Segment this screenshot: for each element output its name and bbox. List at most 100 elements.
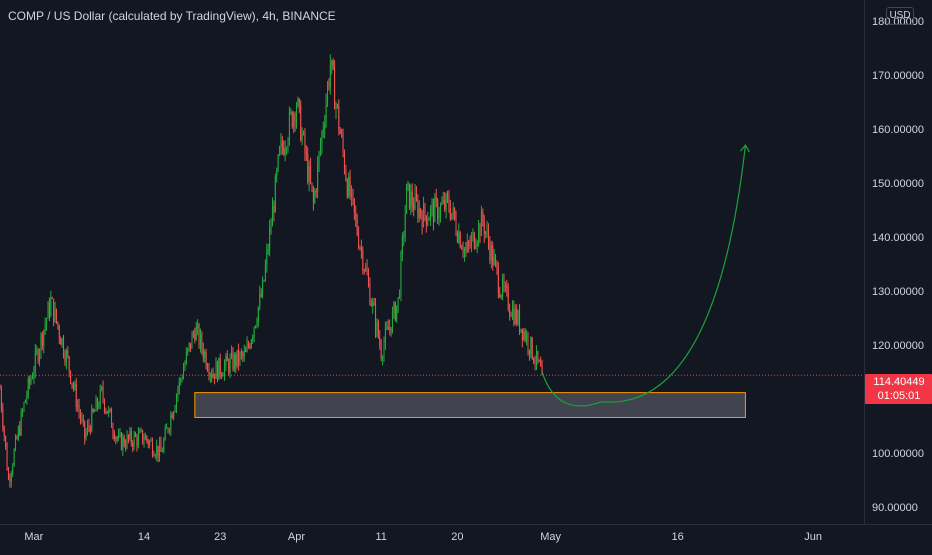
- candle-body: [418, 208, 420, 218]
- candle-body: [372, 301, 374, 306]
- candle-body: [57, 321, 59, 327]
- x-tick-label: Mar: [24, 531, 43, 543]
- candle-body: [96, 398, 98, 407]
- candle-body: [305, 152, 307, 155]
- candle-body: [140, 429, 142, 431]
- candle-body: [225, 355, 227, 365]
- candle-body: [434, 197, 436, 222]
- candle-body: [67, 350, 69, 357]
- candle-body: [401, 237, 403, 254]
- candle-body: [75, 384, 77, 408]
- candle-body: [507, 288, 509, 310]
- candle-body: [321, 132, 323, 146]
- candle-body: [502, 279, 504, 296]
- y-tick-label: 100.00000: [872, 448, 924, 460]
- last-price-label: 114.40449 01:05:01: [865, 374, 932, 404]
- candle-body: [46, 318, 48, 325]
- candle-body: [247, 343, 249, 346]
- candle-body: [386, 327, 388, 329]
- candle-body: [129, 430, 131, 439]
- candle-body: [221, 374, 223, 376]
- candle-body: [279, 147, 281, 156]
- candle-body: [339, 129, 341, 134]
- candle-body: [349, 176, 351, 198]
- candle-body: [178, 379, 180, 390]
- candle-body: [366, 267, 368, 275]
- candle-body: [72, 384, 74, 388]
- candle-body: [99, 388, 101, 407]
- candle-body: [500, 295, 502, 298]
- projection-curve[interactable]: [541, 145, 747, 407]
- candle-body: [23, 402, 25, 411]
- candle-body: [74, 384, 76, 388]
- candle-body: [318, 152, 320, 164]
- candle-body: [384, 328, 386, 343]
- support-zone-box[interactable]: [194, 392, 746, 418]
- candle-body: [166, 427, 168, 429]
- candle-body: [184, 363, 186, 370]
- candle-body: [249, 345, 251, 348]
- candle-body: [360, 247, 362, 251]
- candle-body: [16, 437, 18, 439]
- candle-body: [336, 104, 338, 106]
- candle-body: [327, 83, 329, 103]
- candle-body: [65, 350, 67, 363]
- candle-body: [235, 354, 237, 367]
- candle-body: [50, 297, 52, 316]
- candle-body: [284, 148, 286, 155]
- candle-body: [389, 327, 391, 330]
- candle-body: [482, 211, 484, 222]
- candle-body: [458, 232, 460, 242]
- candle-body: [478, 224, 480, 243]
- x-tick-label: 16: [672, 531, 684, 543]
- candle-body: [393, 302, 395, 312]
- candle-body: [410, 191, 412, 209]
- candle-body: [533, 358, 535, 363]
- candle-body: [51, 297, 53, 299]
- candle-body: [84, 420, 86, 439]
- candle-body: [188, 342, 190, 349]
- candle-body: [442, 199, 444, 204]
- candle-body: [447, 194, 449, 198]
- candle-body: [54, 308, 56, 322]
- candle-body: [231, 352, 233, 358]
- candle-body: [475, 246, 477, 249]
- candle-body: [315, 190, 317, 192]
- candle-body: [77, 405, 79, 408]
- candle-body: [170, 414, 172, 430]
- candle-body: [414, 192, 416, 210]
- candle-body: [109, 409, 111, 411]
- candle-body: [459, 232, 461, 248]
- candle-body: [317, 163, 319, 192]
- candle-body: [521, 328, 523, 340]
- candle-body: [449, 208, 451, 219]
- candle-body: [430, 207, 432, 219]
- candle-body: [404, 213, 406, 237]
- y-tick-label: 120.00000: [872, 340, 924, 352]
- candle-body: [301, 133, 303, 141]
- candle-body: [432, 203, 434, 222]
- candle-body: [469, 243, 471, 246]
- candle-body: [362, 250, 364, 270]
- candle-body: [387, 327, 389, 330]
- candle-body: [281, 141, 283, 148]
- candle-body: [319, 145, 321, 153]
- candle-body: [2, 408, 4, 428]
- candle-body: [283, 147, 285, 155]
- candle-body: [397, 297, 399, 306]
- candle-body: [479, 224, 481, 237]
- candle-body: [528, 349, 530, 354]
- candle-body: [154, 455, 156, 457]
- candle-body: [411, 191, 413, 206]
- candle-body: [480, 211, 482, 237]
- candle-body: [40, 334, 42, 352]
- currency-button[interactable]: USD: [886, 7, 914, 25]
- candle-body: [88, 424, 90, 428]
- candle-body: [92, 409, 94, 412]
- time-axis[interactable]: Mar 14 23 Apr 11 20 May 16 Jun: [24, 531, 822, 543]
- candles-group: [0, 54, 543, 488]
- candle-body: [228, 361, 230, 373]
- candle-body: [253, 327, 255, 337]
